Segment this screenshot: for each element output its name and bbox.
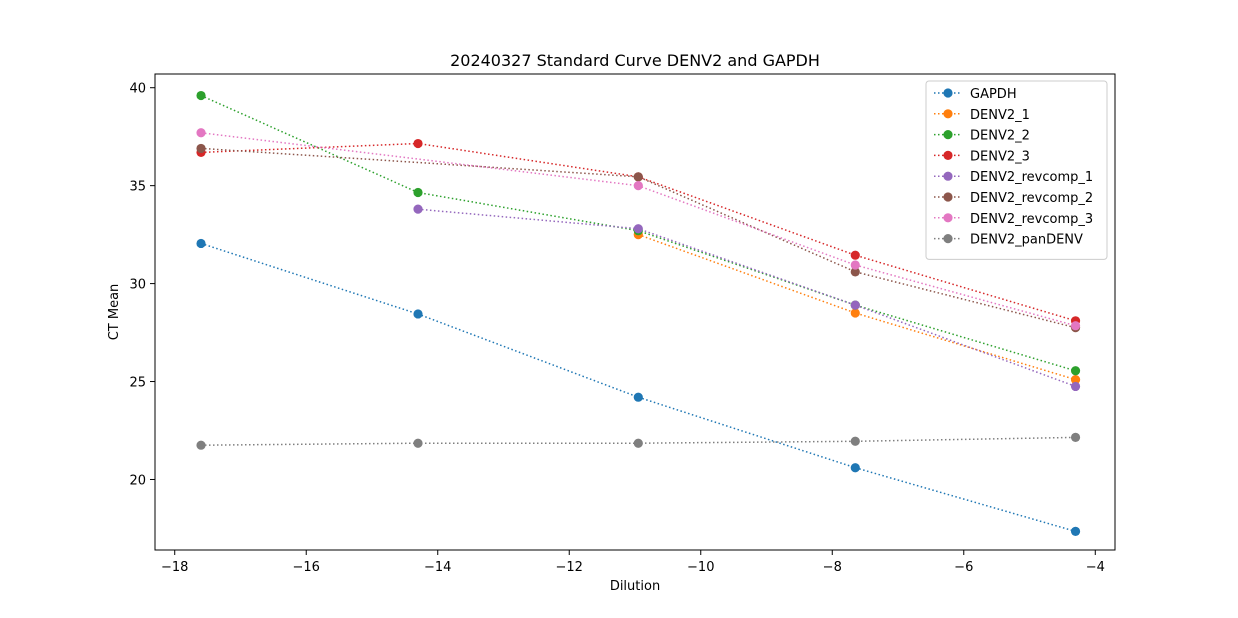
data-point [196, 440, 206, 450]
legend-label: DENV2_revcomp_1 [970, 170, 1093, 185]
legend-label: GAPDH [970, 87, 1017, 102]
chart-title: 20240327 Standard Curve DENV2 and GAPDH [450, 51, 820, 70]
x-tick-label: −4 [1086, 560, 1105, 575]
data-point [633, 172, 643, 182]
data-point [850, 463, 860, 473]
legend-marker [943, 234, 953, 244]
data-point [850, 267, 860, 277]
series-line [417, 208, 1076, 388]
data-point [1070, 432, 1081, 442]
data-point [196, 238, 206, 249]
data-point [413, 204, 423, 214]
data-point [1070, 526, 1081, 536]
series-line [200, 147, 1076, 329]
series-line [200, 242, 1076, 533]
y-tick-label: 20 [129, 473, 146, 488]
x-tick-label: −6 [954, 560, 973, 575]
y-axis: 20 25 30 35 40 [129, 82, 155, 488]
legend-item: DENV2_revcomp_2 [934, 191, 1093, 206]
data-point [850, 300, 860, 310]
data-point [850, 308, 860, 318]
legend-item: DENV2_panDENV [934, 233, 1083, 248]
legend-item: DENV2_1 [934, 108, 1030, 123]
series-denv2-revcomp-1 [413, 204, 1081, 392]
legend-marker [943, 130, 953, 140]
legend-item: DENV2_revcomp_3 [934, 212, 1093, 227]
legend-label: DENV2_3 [970, 149, 1030, 164]
x-tick-label: −16 [293, 560, 320, 575]
y-tick-label: 40 [129, 82, 146, 97]
series-group [196, 90, 1081, 536]
data-point [196, 128, 206, 138]
data-point [633, 224, 643, 234]
x-tick-label: −12 [556, 560, 583, 575]
x-axis-label: Dilution [610, 579, 660, 594]
y-tick-label: 35 [129, 180, 146, 195]
data-point [413, 138, 423, 149]
y-tick-label: 30 [129, 278, 146, 293]
y-tick-label: 25 [129, 376, 146, 391]
x-tick-label: −10 [687, 560, 714, 575]
legend-label: DENV2_panDENV [970, 233, 1083, 248]
data-point [633, 438, 643, 448]
data-point [1070, 381, 1081, 392]
series-line [200, 132, 1076, 327]
data-point [196, 90, 206, 101]
x-tick-label: −14 [424, 560, 451, 575]
legend: GAPDH DENV2_1 DENV2_2 DENV2_3 DENV2_revcomp_… [925, 80, 1108, 260]
data-point [413, 187, 423, 198]
legend-marker [943, 192, 953, 202]
legend-item: GAPDH [934, 87, 1017, 102]
x-tick-label: −18 [161, 560, 188, 575]
series-denv2-revcomp-3 [196, 128, 1081, 331]
data-point [850, 436, 860, 446]
series-denv2-pandenv [196, 432, 1081, 450]
series-gapdh [196, 238, 1081, 536]
plot-area-frame [154, 73, 1116, 551]
data-point [850, 260, 860, 270]
legend-item: DENV2_revcomp_1 [934, 170, 1093, 185]
legend-marker [943, 213, 953, 223]
x-tick-label: −8 [823, 560, 842, 575]
legend-marker [943, 109, 953, 119]
series-line [200, 142, 1076, 322]
legend-marker [943, 88, 953, 98]
legend-label: DENV2_revcomp_2 [970, 191, 1093, 206]
data-point [1070, 374, 1081, 385]
data-point [1070, 366, 1081, 376]
series-line [638, 233, 1076, 381]
data-point [413, 309, 423, 319]
data-point [850, 250, 860, 260]
legend-item: DENV2_3 [934, 149, 1030, 164]
legend-item: DENV2_2 [934, 129, 1030, 144]
data-point [633, 392, 643, 402]
y-axis-label: CT Mean [107, 284, 122, 341]
legend-label: DENV2_revcomp_3 [970, 212, 1093, 227]
x-axis: −18 −16 −14 −12 −10 −8 −6 −4 [161, 550, 1105, 575]
data-point [633, 181, 643, 191]
legend-frame [925, 80, 1108, 260]
legend-label: DENV2_2 [970, 129, 1030, 144]
data-point [196, 143, 206, 154]
legend-marker [943, 171, 953, 181]
legend-marker [943, 150, 953, 160]
legend-label: DENV2_1 [970, 108, 1030, 123]
data-point [1070, 321, 1081, 331]
data-point [413, 438, 423, 448]
